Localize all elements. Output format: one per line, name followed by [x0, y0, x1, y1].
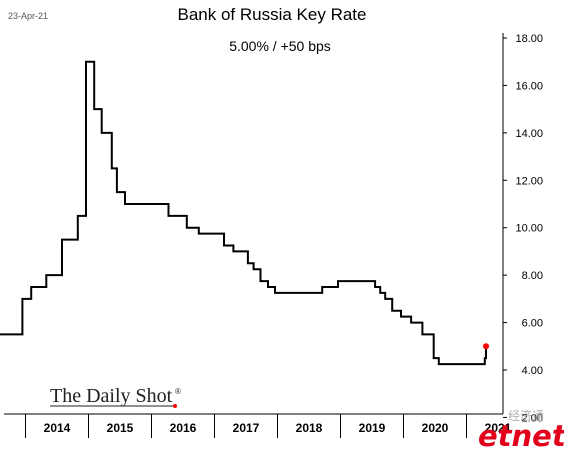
- y-tick-label: 12.00: [515, 175, 543, 187]
- x-tick-label: 2014: [44, 421, 71, 435]
- y-tick-label: 8.00: [522, 270, 543, 282]
- x-axis-ticks: 2014 2015 2016 2017 2018 2019 2020 2021: [25, 414, 512, 438]
- etnet-logo: etnet: [478, 419, 564, 452]
- y-tick-label: 2.00: [522, 412, 543, 424]
- y-tick-label: 18.00: [515, 33, 543, 45]
- y-tick-label: 4.00: [522, 365, 543, 377]
- y-axis-ticks: 2.00 4.00 6.00 8.00 10.00 12.00 14.00 16.00 18.0…: [503, 33, 543, 424]
- x-tick-label: 2021: [485, 421, 512, 435]
- etnet-chinese-text: 经济通: [508, 408, 544, 423]
- chart-subtitle: 5.00% / +50 bps: [229, 38, 331, 54]
- latest-rate-point: [483, 343, 490, 350]
- y-tick-label: 6.00: [522, 318, 543, 330]
- daily-shot-dot: [173, 404, 177, 408]
- date-label: 23-Apr-21: [8, 11, 48, 21]
- daily-shot-registered-mark: ®: [175, 387, 181, 396]
- y-tick-label: 10.00: [515, 223, 543, 235]
- x-tick-label: 2016: [170, 421, 197, 435]
- y-tick-label: 14.00: [515, 128, 543, 140]
- x-tick-label: 2015: [107, 421, 134, 435]
- chart-title: Bank of Russia Key Rate: [178, 5, 367, 24]
- etnet-watermark: 经济通 etnet: [478, 408, 564, 452]
- x-tick-label: 2019: [359, 421, 386, 435]
- x-tick-label: 2017: [233, 421, 260, 435]
- x-tick-label: 2020: [422, 421, 449, 435]
- key-rate-series-line: [0, 60, 487, 366]
- daily-shot-brand: The Daily Shot: [50, 385, 173, 407]
- y-tick-label: 16.00: [515, 80, 543, 92]
- x-tick-label: 2018: [296, 421, 323, 435]
- daily-shot-watermark: The Daily Shot ®: [50, 385, 181, 408]
